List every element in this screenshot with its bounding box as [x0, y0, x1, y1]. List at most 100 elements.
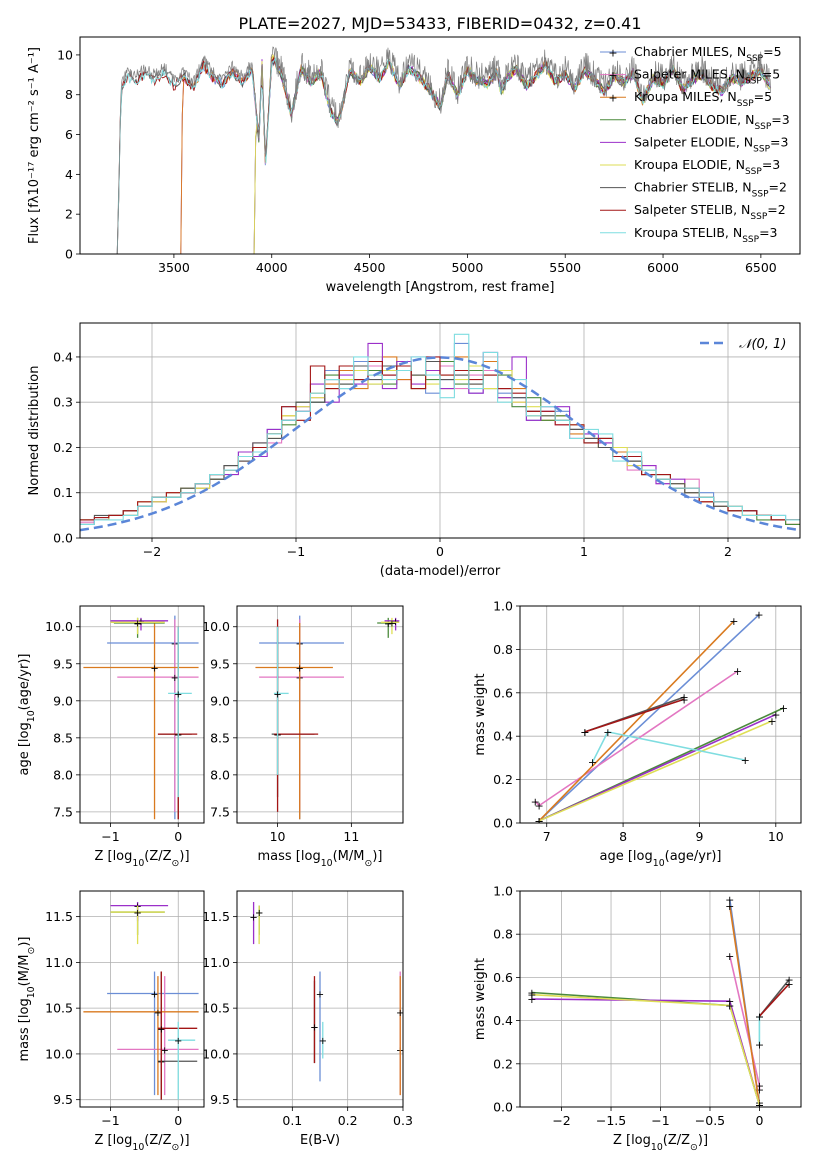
grid-lines: [80, 891, 204, 1107]
grid-lines: [80, 606, 204, 823]
axes-frame: [79, 605, 205, 824]
y-tick-label: 1.0: [493, 884, 513, 899]
x-tick-label: 6000: [647, 260, 679, 275]
series-marker: +: [534, 815, 543, 828]
x-tick-label: 0: [174, 829, 182, 844]
y-tick-label: 8: [65, 87, 73, 102]
data-point: +: [296, 663, 304, 674]
series-marker: +: [725, 900, 734, 913]
data-point: +: [150, 990, 158, 1001]
x-tick-label: 3500: [158, 260, 190, 275]
series-marker: +: [725, 894, 734, 907]
series-line: [531, 998, 761, 1106]
y-tick-label: 0.6: [493, 685, 513, 700]
series-marker: +: [767, 715, 776, 728]
y-tick-label: 0.4: [493, 729, 513, 744]
y-tick-label: 0.0: [493, 1100, 513, 1115]
y-axis-label: Flux [fλ10⁻¹⁷ erg cm⁻² s⁻¹ A⁻¹]: [27, 47, 42, 244]
series-marker: +: [534, 815, 543, 828]
series-marker: +: [534, 815, 543, 828]
x-tick-label: 7: [543, 829, 551, 844]
y-axis-label: age [log10(age/yr)]: [17, 654, 37, 776]
y-tick-label: 0.0: [493, 816, 513, 831]
x-axis-label: E(B-V): [300, 1133, 340, 1148]
x-axis-label: age [log10(age/yr)]: [600, 849, 722, 869]
series-marker: +: [785, 978, 794, 991]
x-tick-label: 0.1: [282, 1113, 302, 1128]
y-tick-label: 0.8: [493, 642, 513, 657]
plot-mass-weight-vs-z: −2 −1.5 −1 −0.5 0 0.0 0.2 0.4 0.6 0.8 1.0 Z [log10(…: [473, 884, 802, 1153]
plot-mass-vs-ebv: 0.1 0.2 0.39.510.010.511.011.5E(B-V)++++++…: [202, 890, 413, 1148]
series-marker: +: [588, 756, 597, 769]
legend-label: 𝒩(0, 1): [739, 337, 786, 352]
y-tick-label: 8.5: [210, 730, 230, 745]
y-tick-label: 9.0: [53, 693, 73, 708]
x-tick-label: 5500: [549, 260, 581, 275]
y-tick-label: 0.2: [493, 1056, 513, 1071]
y-tick-label: 0.0: [53, 531, 73, 546]
y-tick-label: 9.0: [210, 693, 230, 708]
y-tick-label: 9.5: [53, 1092, 73, 1107]
y-tick-label: 10.0: [45, 1046, 73, 1061]
data-point: +: [171, 673, 179, 684]
y-tick-label: 10.5: [202, 1001, 230, 1016]
axes-frame: [79, 890, 205, 1108]
series-line: [531, 993, 761, 1106]
x-tick-label: 4000: [256, 260, 288, 275]
observed-spectrum-line: [116, 46, 772, 254]
data-marks: +++++++++: [255, 615, 400, 820]
legend-label: Chabrier ELODIE, NSSP=3: [634, 112, 790, 132]
legend-marker: +: [608, 47, 617, 60]
plot-mass-vs-z: −1 0 9.5 10.0 10.5 11.0 11.5 Z [log10(Z/Z⊙)] mas…: [17, 890, 205, 1153]
data-point: +: [396, 1045, 404, 1056]
y-tick-label: 11.5: [45, 909, 73, 924]
histogram-series: [80, 333, 800, 525]
axes-frame: [79, 322, 801, 539]
series-marker: +: [755, 1099, 764, 1112]
plot-spectrum: 3500 4000 4500 5000 5500 6000 6500 0 2 4 6 8 10 wavel…: [27, 36, 801, 295]
x-tick-label: −2: [552, 1113, 570, 1128]
x-tick-label: −1: [287, 544, 305, 559]
series-marker: +: [534, 815, 543, 828]
y-tick-label: 7.5: [53, 804, 73, 819]
data-marks: +++++++++: [83, 902, 199, 1100]
x-tick-label: −1: [651, 1113, 669, 1128]
series-marker: +: [729, 615, 738, 628]
y-axis-label: Normed distribution: [27, 366, 42, 496]
data-point: +: [273, 689, 281, 700]
legend-label: Chabrier MILES, NSSP=5: [634, 44, 782, 64]
y-tick-label: 2: [65, 207, 73, 222]
x-tick-label: −0.5: [695, 1113, 725, 1128]
series-marker: +: [534, 800, 543, 813]
series-marker: +: [725, 995, 734, 1008]
legend-label: Salpeter STELIB, NSSP=2: [634, 202, 786, 222]
legend-label: Salpeter ELODIE, NSSP=3: [634, 134, 788, 154]
series-marker: +: [779, 702, 788, 715]
series-line: [534, 670, 739, 807]
data-point: +: [319, 1036, 327, 1047]
legend-label: Chabrier STELIB, NSSP=2: [634, 180, 787, 200]
x-axis-label: (data-model)/error: [380, 564, 501, 579]
series-line: [538, 614, 760, 822]
data-marks: ++++++++++++++++++++: [531, 609, 788, 828]
data-point: +: [133, 618, 141, 629]
legend-marker: +: [608, 92, 617, 105]
axes-frame: [236, 890, 404, 1108]
legend-label: Kroupa STELIB, NSSP=3: [634, 225, 778, 245]
x-axis-label: mass [log10(M/M⊙)]: [258, 849, 383, 869]
x-tick-label: 2: [724, 544, 732, 559]
series-line: [538, 620, 735, 822]
normal-curve: [80, 356, 800, 532]
data-point: +: [154, 1008, 162, 1019]
x-tick-label: 10: [270, 829, 286, 844]
y-tick-label: 0.4: [53, 349, 73, 364]
data-point: +: [384, 619, 392, 630]
y-axis-label: mass [log10(M/M⊙)]: [17, 937, 37, 1062]
series-marker: +: [527, 987, 536, 1000]
figure-title: PLATE=2027, MJD=53433, FIBERID=0432, z=0…: [238, 14, 641, 33]
series-line: [758, 983, 790, 1017]
series-line: [584, 698, 685, 733]
series-marker: +: [527, 993, 536, 1006]
plot-residuals: −2 −1 0 1 2 0.0 0.1 0.2 0.3 0.4 (data-model)/error…: [27, 322, 801, 579]
